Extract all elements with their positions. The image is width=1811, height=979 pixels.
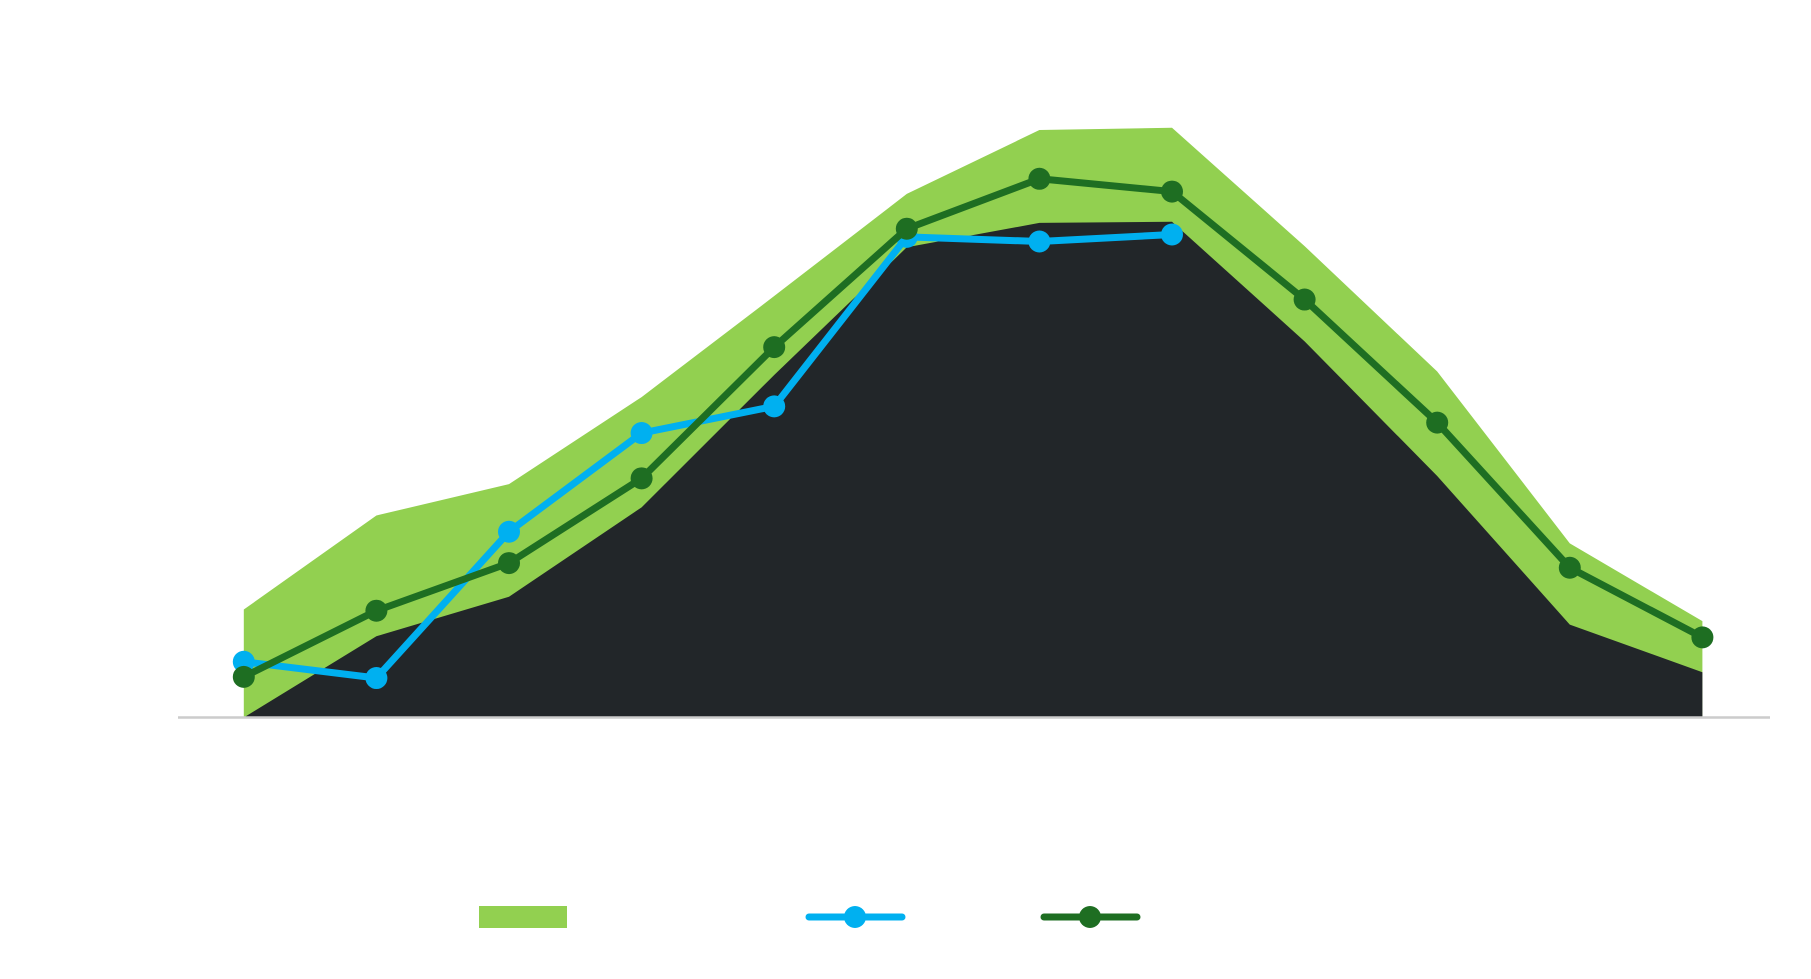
line (242, 175, 1705, 680)
area (243, 221, 1703, 718)
marker (1028, 167, 1051, 190)
line (243, 231, 1173, 682)
marker (232, 650, 255, 673)
marker (232, 665, 255, 688)
marker (1161, 180, 1183, 203)
marker (630, 467, 653, 490)
marker (498, 520, 520, 543)
marker (365, 599, 388, 622)
marker (763, 336, 786, 359)
marker (498, 552, 520, 575)
marker (895, 217, 918, 240)
marker (630, 422, 653, 445)
marker (1558, 556, 1581, 579)
legend-marker (844, 906, 866, 928)
marker (763, 395, 786, 418)
legend-marker (1079, 906, 1101, 928)
marker (1293, 288, 1316, 311)
marker (365, 667, 388, 690)
legend-swatch (479, 906, 567, 928)
marker (1161, 223, 1183, 246)
marker (1426, 411, 1449, 434)
marker (1028, 230, 1051, 253)
marker (1691, 626, 1714, 649)
